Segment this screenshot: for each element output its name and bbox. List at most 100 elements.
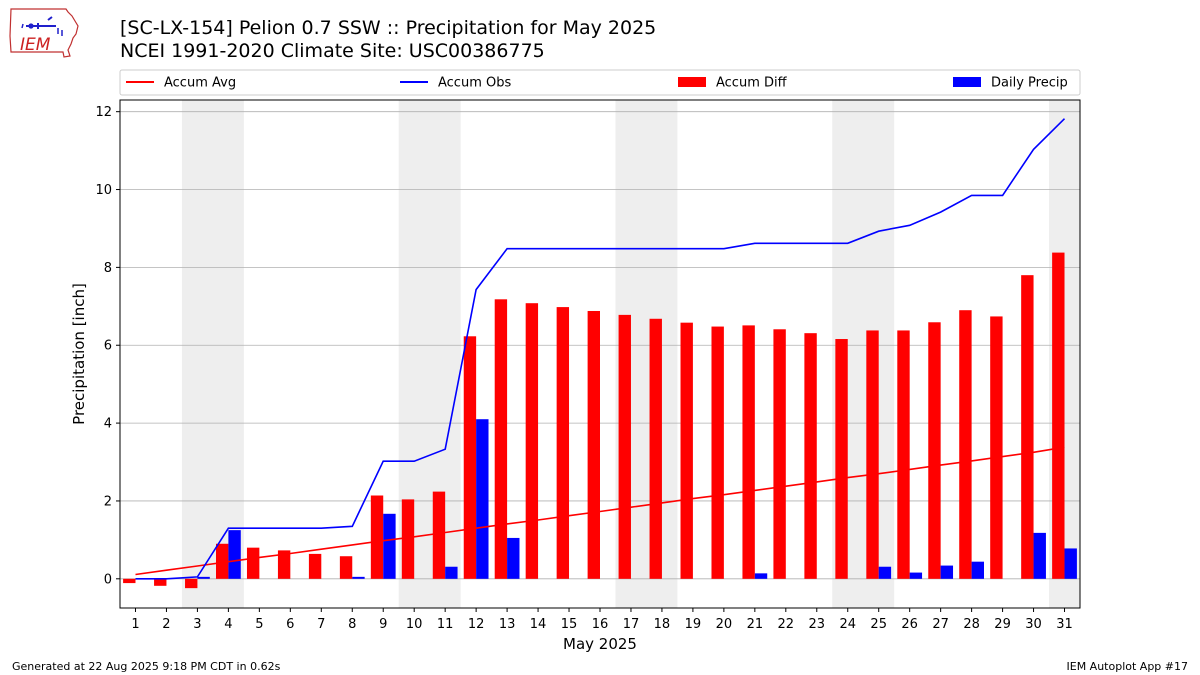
bars [123,252,1077,589]
rain-drops-icon [21,23,63,36]
state-outline-icon [9,8,79,58]
x-tick-label: 31 [1056,617,1073,632]
accum-diff-bar [463,336,477,579]
x-tick-label: 26 [901,617,918,632]
accum-diff-bar [1021,275,1034,579]
x-tick-label: 6 [286,617,294,632]
accum-diff-bar [897,330,910,579]
accum-diff-bar [339,556,353,579]
x-tick-label: 20 [716,617,733,632]
accum-diff-bar [587,310,600,579]
daily-precip-bar [507,537,520,579]
lines [135,118,1066,580]
x-tick-label: 30 [1025,617,1042,632]
accum-diff-bar [432,491,446,579]
daily-precip-bar [754,573,768,579]
x-tick-label: 9 [379,617,387,632]
legend-label: Accum Diff [716,76,788,91]
legend-label: Accum Obs [438,76,511,91]
station-dot-icon [28,23,34,29]
accum-diff-bar [866,330,879,579]
accum-diff-bar [959,310,972,579]
x-tick-label: 21 [747,617,764,632]
x-tick-label: 7 [317,617,325,632]
accum-diff-bar [308,553,322,579]
daily-precip-bar [476,419,489,579]
daily-precip-bar [940,565,954,579]
x-tick-label: 10 [406,617,423,632]
x-tick-label: 4 [224,617,232,632]
x-tick-label: 22 [778,617,795,632]
x-tick-label: 12 [468,617,485,632]
legend: Accum Avg Accum Obs Accum Diff Daily Precip [119,69,1081,96]
x-tick-label: 11 [437,617,454,632]
accum-diff-bar [1052,252,1065,579]
daily-precip-bar [878,566,892,579]
daily-precip-bar [352,576,365,579]
daily-precip-bar [909,572,923,579]
x-tick-label: 5 [255,617,263,632]
x-tick-label: 13 [499,617,516,632]
weekend-band [181,100,244,608]
iem-logo: IEM [9,8,79,58]
y-tick-label: 8 [104,261,112,276]
x-tick-label: 24 [839,617,856,632]
footer-generated: Generated at 22 Aug 2025 9:18 PM CDT in … [12,660,281,673]
accum-diff-bar [401,499,415,579]
accum-diff-bar [711,326,724,579]
chart-subtitle: NCEI 1991-2020 Climate Site: USC00386775 [120,40,545,62]
accum-avg-line [135,446,1065,576]
y-tick-label: 0 [104,572,112,587]
x-tick-label: 15 [561,617,578,632]
x-tick-label: 17 [623,617,640,632]
daily-precip-bar [383,513,396,579]
accum-diff-bar [990,316,1003,579]
accum-diff-bar [618,314,631,579]
daily-precip-bar [1064,548,1077,579]
x-tick-label: 28 [963,617,980,632]
accum-diff-bar [928,322,941,579]
accum-diff-bar [835,339,848,579]
x-tick-label: 2 [162,617,170,632]
footer-app: IEM Autoplot App #17 [1066,660,1189,673]
x-tick-label: 3 [193,617,201,632]
accum-diff-bar [804,333,817,579]
daily-precip-bar [971,561,984,579]
accum-diff-bar [154,578,167,586]
accum-obs-line [135,118,1066,580]
accum-diff-bar [123,578,136,584]
accum-diff-bar [185,578,198,589]
legend-label: Daily Precip [991,76,1068,91]
x-tick-label: 23 [809,617,826,632]
accum-diff-bar [742,325,755,579]
x-tick-label: 29 [994,617,1011,632]
x-tick-label: 16 [592,617,609,632]
chart-title: [SC-LX-154] Pelion 0.7 SSW :: Precipitat… [120,17,657,39]
legend-swatch-patch [953,77,981,87]
accum-diff-bar [525,303,539,579]
x-tick-label: 14 [530,617,547,632]
y-axis-label: Precipitation [inch] [70,283,88,425]
daily-precip-bar [445,566,458,579]
legend-swatch-patch [678,77,706,87]
x-tick-label: 27 [932,617,949,632]
x-axis-label: May 2025 [563,635,637,653]
x-tick-label: 18 [654,617,671,632]
logo-text: IEM [20,35,51,55]
x-tick-label: 1 [131,617,139,632]
legend-label: Accum Avg [164,76,236,91]
daily-precip-bar [1033,532,1046,579]
x-tick-label: 8 [348,617,356,632]
accum-diff-bar [556,307,570,579]
accum-diff-bar [370,495,384,579]
x-tick-label: 25 [870,617,887,632]
y-tick-label: 2 [104,494,112,509]
accum-diff-bar [649,318,662,579]
accum-diff-bar [216,543,229,579]
legend-box [119,69,1081,96]
y-tick-label: 6 [104,339,112,354]
weekend-shading [181,100,1080,608]
accum-diff-bar [246,547,260,579]
